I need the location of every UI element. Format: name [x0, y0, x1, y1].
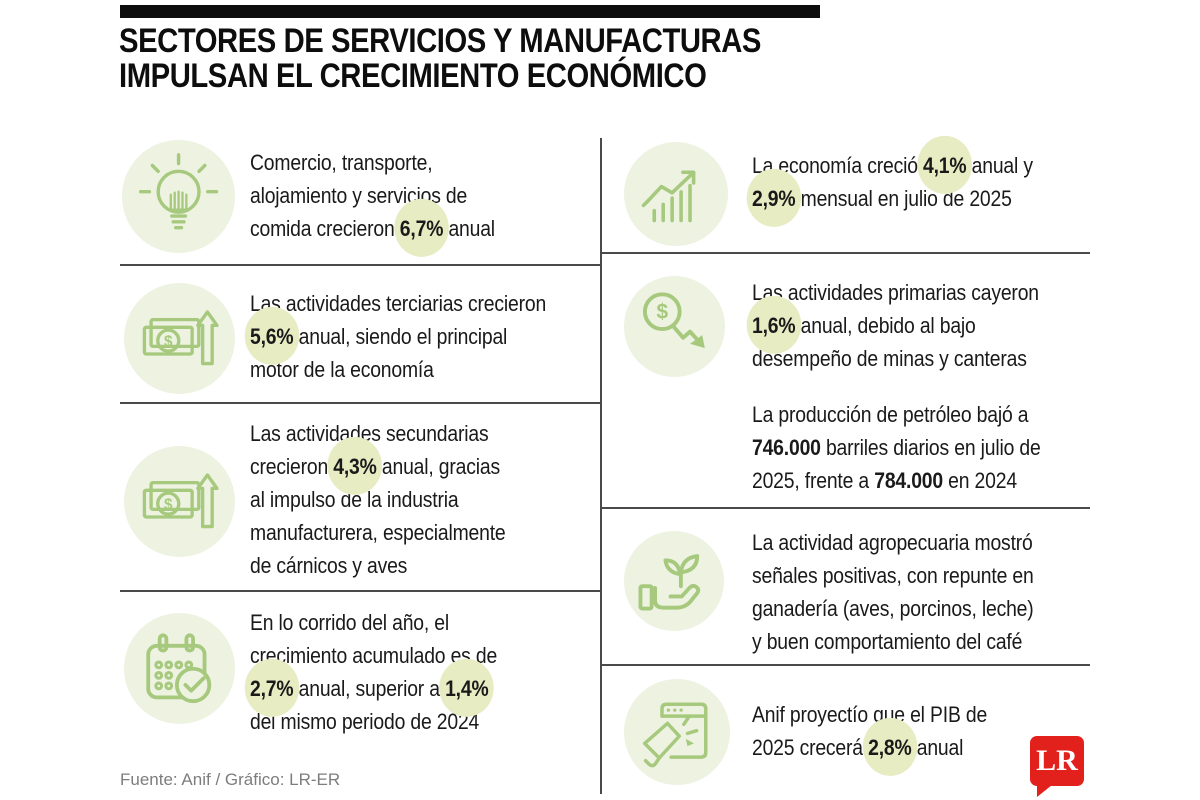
page-title-line1: SECTORES DE SERVICIOS Y MANUFACTURAS	[119, 22, 762, 60]
fact-primary-text: Las actividades primarias cayeron 1,6% an…	[752, 280, 1039, 371]
fact-secondary-text: Las actividades secundarias crecieron 4,3…	[250, 421, 506, 578]
megaphone-icon	[624, 679, 730, 785]
divider	[120, 590, 601, 592]
svg-text:$: $	[164, 333, 173, 350]
divider	[600, 252, 1090, 254]
fact-agriculture-text: La actividad agropecuaria mostró señales …	[752, 530, 1034, 654]
divider	[600, 507, 1090, 509]
divider	[600, 138, 602, 794]
lightbulb-icon	[122, 140, 235, 253]
fact-oil-text: La producción de petróleo bajó a 746.000 …	[752, 402, 1041, 493]
money-growth-icon: $	[124, 446, 235, 557]
divider	[600, 664, 1090, 666]
lr-logo-text: LR	[1036, 744, 1078, 777]
fact-tertiary-text: Las actividades terciarias crecieron 5,6%…	[250, 291, 547, 382]
page-title: SECTORES DE SERVICIOS Y MANUFACTURAS IMP…	[119, 24, 761, 94]
fact-economy-text: La economía creció 4,1% anual y 2,9% mens…	[752, 153, 1033, 211]
money-growth-icon: $	[124, 283, 235, 394]
fact-pib-text: Anif proyectío que el PIB de 2025 crecerá…	[752, 702, 988, 760]
lr-logo: LR	[1030, 736, 1084, 797]
divider	[120, 402, 601, 404]
title-accent-bar	[120, 5, 820, 18]
calendar-check-icon	[124, 613, 235, 724]
svg-text:$: $	[657, 301, 669, 324]
hand-plant-icon	[624, 531, 724, 631]
dollar-decline-icon: $	[624, 276, 725, 377]
source-credit: Fuente: Anif / Gráfico: LR-ER	[120, 770, 341, 789]
fact-commerce-text: Comercio, transporte, alojamiento y servi…	[250, 150, 495, 241]
fact-ytd-text: En lo corrido del año, el crecimiento acu…	[250, 610, 498, 734]
svg-text:$: $	[164, 496, 173, 513]
divider	[120, 264, 601, 266]
chart-growth-icon	[624, 142, 728, 246]
page-title-line2: IMPULSAN EL CRECIMIENTO ECONÓMICO	[119, 57, 707, 95]
